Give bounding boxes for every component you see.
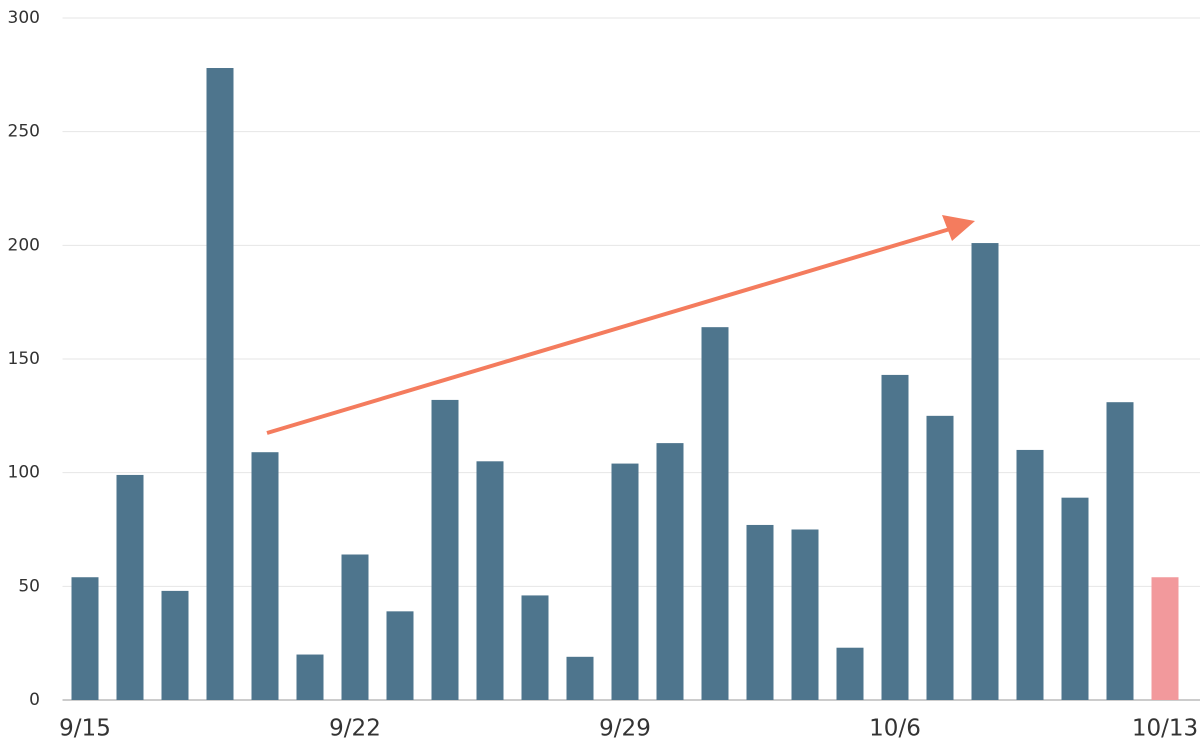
y-tick-label: 0 bbox=[29, 690, 40, 710]
arrow-line bbox=[266, 227, 951, 435]
bar bbox=[701, 327, 729, 700]
plot: 0 50 100 150 200 250 300 9/15 9/22 9/29 10/6 10/13 bbox=[8, 8, 1200, 742]
bar bbox=[1151, 577, 1179, 700]
bar bbox=[521, 595, 549, 700]
bar bbox=[296, 654, 324, 700]
bar bbox=[881, 374, 909, 700]
bar bbox=[116, 474, 144, 700]
bar bbox=[791, 529, 819, 700]
x-tick-label: 9/29 bbox=[599, 716, 651, 742]
x-tick-label: 9/15 bbox=[59, 716, 111, 742]
bar bbox=[71, 577, 99, 700]
bar bbox=[926, 415, 954, 700]
bar bbox=[1106, 402, 1134, 700]
bar bbox=[836, 647, 864, 700]
x-tick-label: 10/13 bbox=[1132, 716, 1198, 742]
bar bbox=[476, 461, 504, 700]
bar bbox=[1061, 497, 1089, 700]
x-tick-label: 9/22 bbox=[329, 716, 381, 742]
bar bbox=[1016, 449, 1044, 700]
bar bbox=[161, 590, 189, 700]
arrow-head bbox=[942, 215, 975, 241]
bar bbox=[386, 611, 414, 700]
bar bbox=[251, 452, 279, 700]
x-tick-label: 10/6 bbox=[869, 716, 921, 742]
bar bbox=[611, 463, 639, 700]
y-tick-label: 300 bbox=[8, 8, 40, 28]
y-tick-label: 150 bbox=[8, 349, 40, 369]
y-tick-label: 100 bbox=[8, 463, 40, 483]
bar bbox=[656, 443, 684, 700]
y-tick-label: 200 bbox=[8, 235, 40, 255]
bar bbox=[566, 656, 594, 700]
bar bbox=[746, 524, 774, 700]
y-tick-label: 250 bbox=[8, 122, 40, 142]
bar bbox=[971, 243, 999, 700]
bar bbox=[341, 554, 369, 700]
bar bbox=[206, 68, 234, 701]
y-tick-label: 50 bbox=[18, 576, 40, 596]
trend-arrow bbox=[266, 215, 975, 435]
bar bbox=[431, 399, 459, 700]
